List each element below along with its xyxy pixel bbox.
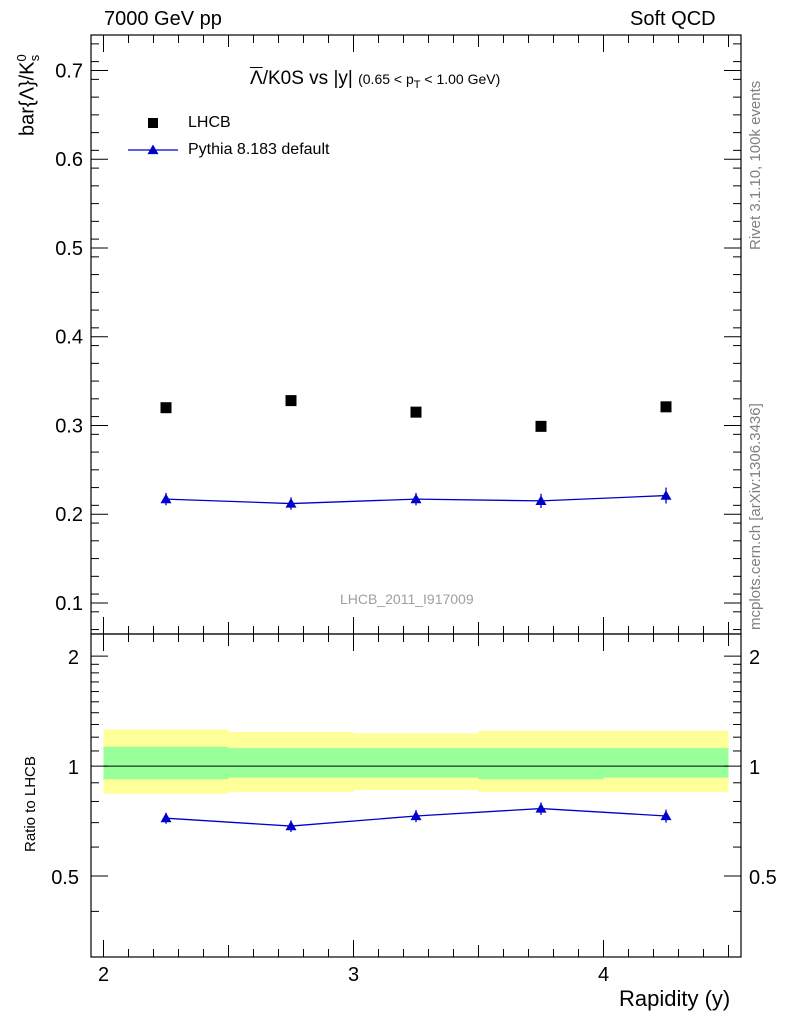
- plot-title: Λ/K0S vs |y| (0.65 < pT < 1.00 GeV): [250, 68, 500, 91]
- ratio-y-tick-label-right: 2: [749, 647, 760, 669]
- plot-title-cut-end: < 1.00 GeV): [420, 71, 501, 87]
- main-y-tick-label: 0.5: [55, 238, 83, 260]
- plot-title-cut: (0.65 < pT < 1.00 GeV): [358, 71, 501, 91]
- legend-label-pythia: Pythia 8.183 default: [188, 141, 330, 158]
- ratio-band-green: [228, 748, 354, 778]
- ratio-y-tick-label: 1: [68, 757, 79, 779]
- ratio-band-green: [103, 746, 229, 780]
- ratio-y-tick-label-right: 0.5: [749, 867, 777, 889]
- ratio-y-tick-label: 0.5: [51, 867, 79, 889]
- plot-title-lambda-bar: Λ: [250, 68, 263, 89]
- header-left: 7000 GeV pp: [104, 8, 222, 30]
- legend-marker-pythia: [147, 144, 159, 155]
- plot-title-main: /K0S vs |y|: [262, 68, 353, 89]
- main-y-tick-label: 0.7: [55, 60, 83, 82]
- plot-title-cut-sub: T: [413, 78, 421, 91]
- ratio-pythia-point: [285, 820, 297, 831]
- ratio-pythia-point: [410, 810, 422, 821]
- lhcb-data-point: [410, 406, 422, 418]
- analysis-watermark: LHCB_2011_I917009: [340, 591, 474, 607]
- ratio-band-green: [353, 748, 479, 778]
- header-right: Soft QCD: [630, 8, 716, 30]
- plot-title-cut-start: (0.65 < p: [358, 71, 414, 87]
- pythia-data-point: [535, 495, 547, 506]
- ratio-band-green: [478, 748, 604, 780]
- ratio-band-green: [603, 748, 729, 778]
- main-y-tick-label: 0.3: [55, 415, 83, 437]
- ratio-pythia-point: [535, 803, 547, 813]
- ratio-pythia-point: [160, 812, 172, 823]
- lhcb-data-point: [160, 402, 172, 414]
- lhcb-data-point: [535, 420, 547, 432]
- x-tick-label: 4: [598, 964, 609, 986]
- main-y-tick-label: 0.2: [55, 504, 83, 526]
- pythia-data-point: [410, 493, 422, 504]
- lhcb-data-point: [660, 401, 672, 413]
- main-plot-frame: [90, 34, 742, 635]
- pythia-data-point: [285, 498, 297, 508]
- x-tick-label: 3: [348, 964, 359, 986]
- pythia-data-point: [160, 493, 172, 504]
- x-axis-label: Rapidity (y): [619, 986, 731, 1011]
- legend-marker-lhcb: [148, 118, 158, 128]
- ratio-plot-frame: [90, 633, 742, 958]
- legend-label-lhcb: LHCB: [188, 114, 231, 131]
- pythia-data-point: [660, 490, 672, 500]
- main-y-tick-label: 0.1: [55, 593, 83, 615]
- main-y-tick-label: 0.4: [55, 327, 83, 349]
- main-y-tick-label: 0.6: [55, 149, 83, 171]
- ratio-y-tick-label-right: 1: [749, 757, 760, 779]
- ratio-pythia-point: [660, 810, 672, 821]
- lhcb-data-point: [285, 395, 297, 407]
- x-tick-label: 2: [98, 964, 109, 986]
- ratio-y-tick-label: 2: [68, 647, 79, 669]
